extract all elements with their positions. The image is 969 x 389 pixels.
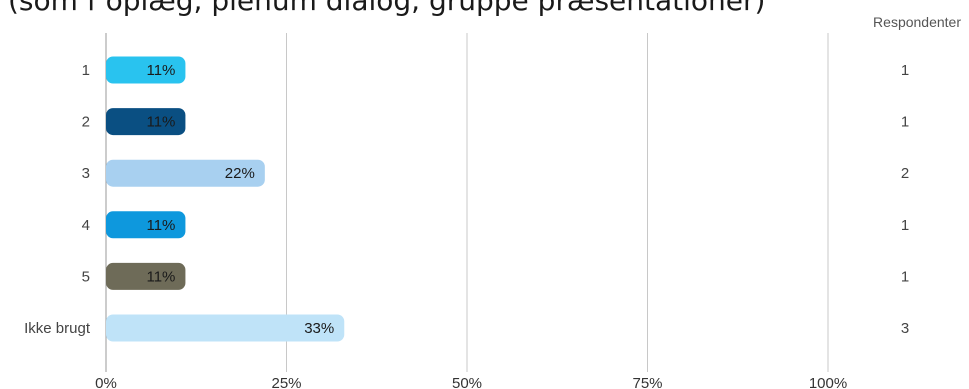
respondent-count: 1 xyxy=(901,268,909,285)
respondent-count: 3 xyxy=(901,320,909,337)
respondent-count: 1 xyxy=(901,114,909,131)
category-label: 5 xyxy=(82,268,90,285)
data-label: 22% xyxy=(225,165,255,182)
category-label: Ikke brugt xyxy=(24,320,91,337)
bar xyxy=(106,108,186,136)
chart-title: (som f oplæg, plenum dialog, gruppe præs… xyxy=(8,0,766,17)
data-label: 11% xyxy=(146,114,175,131)
x-tick-label: 100% xyxy=(809,375,847,389)
x-tick-label: 50% xyxy=(452,375,482,389)
category-label: 4 xyxy=(82,217,90,234)
data-label: 11% xyxy=(146,268,175,285)
bar xyxy=(106,211,186,239)
respondent-count: 1 xyxy=(901,217,909,234)
respondent-count: 2 xyxy=(901,165,909,182)
data-label: 33% xyxy=(304,320,334,337)
bar xyxy=(106,159,265,187)
x-tick-label: 0% xyxy=(95,375,117,389)
x-tick-label: 25% xyxy=(271,375,301,389)
bar xyxy=(106,314,345,342)
respondent-count: 1 xyxy=(901,62,909,79)
bar xyxy=(106,56,186,84)
data-label: 11% xyxy=(146,217,175,234)
x-tick-label: 75% xyxy=(632,375,662,389)
respondents-header: Respondenter xyxy=(873,14,961,30)
category-label: 1 xyxy=(82,62,90,79)
category-label: 3 xyxy=(82,165,90,182)
data-label: 11% xyxy=(146,62,175,79)
category-label: 2 xyxy=(82,114,90,131)
bar xyxy=(106,262,186,290)
